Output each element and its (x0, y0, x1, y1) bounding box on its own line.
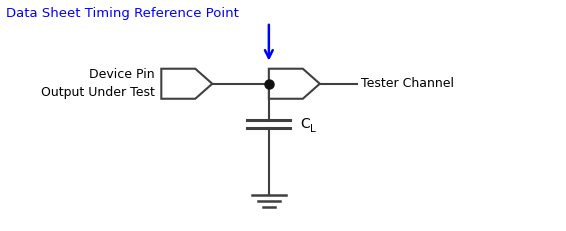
Text: L: L (310, 124, 316, 134)
Text: Device Pin
Output Under Test: Device Pin Output Under Test (41, 68, 155, 99)
Text: Tester Channel: Tester Channel (361, 77, 454, 90)
Text: Data Sheet Timing Reference Point: Data Sheet Timing Reference Point (6, 7, 238, 20)
Text: C: C (300, 117, 310, 131)
